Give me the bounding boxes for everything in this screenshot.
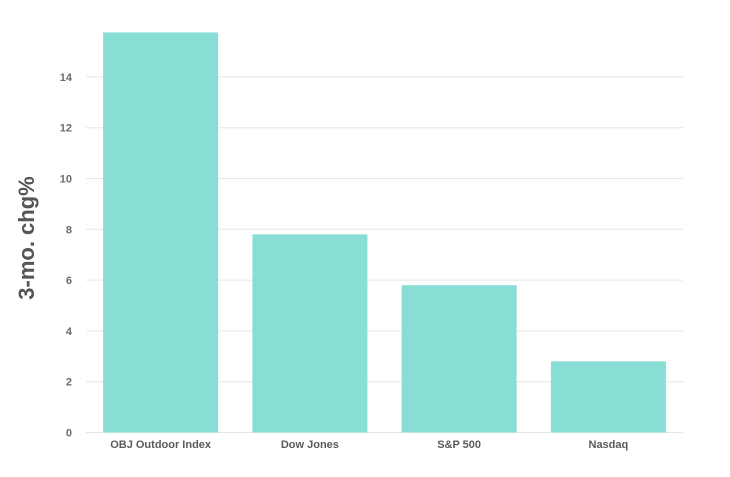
x-category-label: OBJ Outdoor Index bbox=[110, 439, 212, 451]
bar bbox=[550, 361, 666, 433]
y-tick-label: 8 bbox=[66, 224, 72, 236]
y-axis-title: 3-mo. chg% bbox=[14, 176, 39, 299]
x-category-label: Nasdaq bbox=[589, 439, 629, 451]
bar bbox=[252, 234, 368, 433]
y-tick-labels: 0 2 4 6 8 10 12 14 bbox=[60, 72, 73, 440]
bar bbox=[103, 32, 219, 433]
y-tick-label: 4 bbox=[66, 326, 73, 338]
bar bbox=[401, 285, 517, 433]
y-tick-label: 6 bbox=[66, 275, 72, 287]
x-category-label: S&P 500 bbox=[437, 439, 481, 451]
y-tick-label: 14 bbox=[60, 72, 73, 84]
y-tick-label: 10 bbox=[60, 174, 72, 186]
x-category-label: Dow Jones bbox=[281, 439, 339, 451]
y-tick-label: 0 bbox=[66, 428, 72, 440]
x-category-labels: OBJ Outdoor Index Dow Jones S&P 500 Nasdaq bbox=[110, 439, 628, 451]
y-tick-label: 2 bbox=[66, 377, 72, 389]
bars bbox=[103, 32, 666, 433]
y-tick-label: 12 bbox=[60, 123, 72, 135]
